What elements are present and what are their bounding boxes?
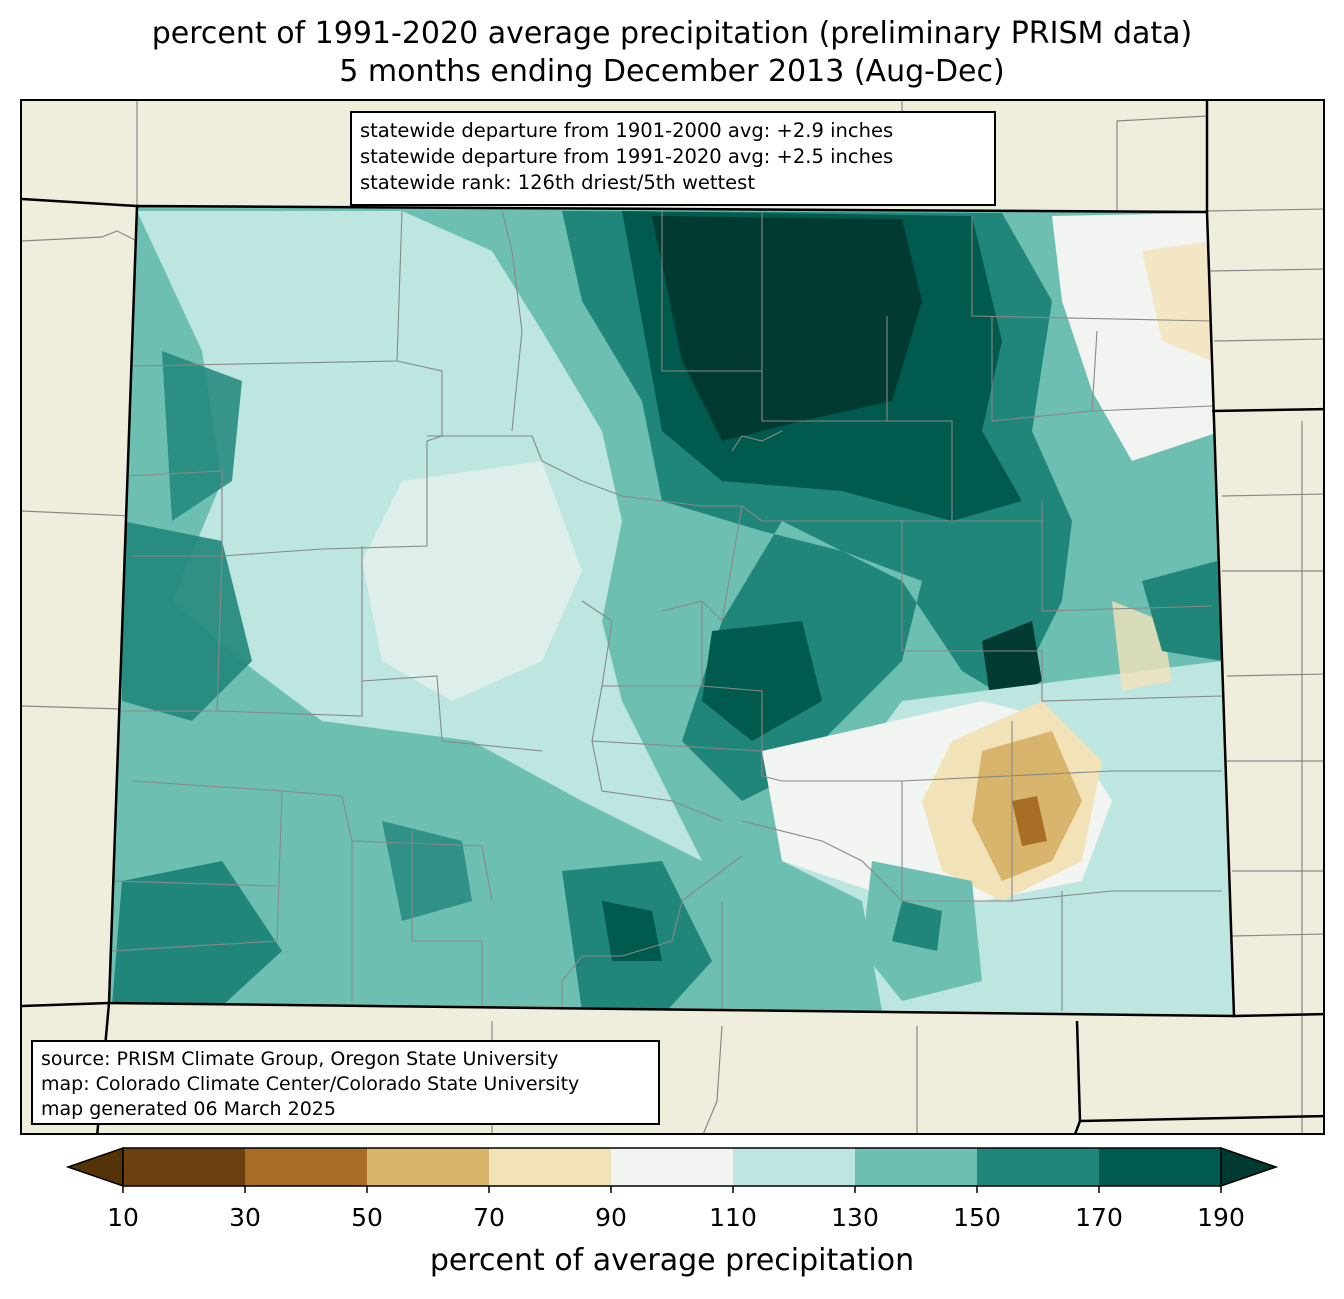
colorbar-tick-label: 30 xyxy=(229,1203,261,1232)
colorbar-segment xyxy=(123,1148,246,1186)
colorbar-segment xyxy=(245,1148,368,1186)
colorbar-segment xyxy=(489,1148,612,1186)
colorbar-tick-label: 130 xyxy=(831,1203,879,1232)
source-line: source: PRISM Climate Group, Oregon Stat… xyxy=(41,1048,559,1070)
colorbar-under-arrow xyxy=(65,1146,124,1188)
colorbar-segment xyxy=(367,1148,490,1186)
colorbar-segment xyxy=(733,1148,856,1186)
source-box: source: PRISM Climate Group, Oregon Stat… xyxy=(31,1040,660,1125)
colorbar-segment xyxy=(1099,1148,1222,1186)
neighbor-boundaries xyxy=(22,101,1323,1133)
colorbar-tick-label: 150 xyxy=(953,1203,1001,1232)
precipitation-field xyxy=(109,206,1234,1016)
colorbar-tick-label: 190 xyxy=(1197,1203,1245,1232)
map-generated-line: map generated 06 March 2025 xyxy=(41,1098,336,1120)
colorbar-tick-label: 70 xyxy=(473,1203,505,1232)
colorbar-tick-label: 10 xyxy=(107,1203,139,1232)
stats-line-1901-2000: statewide departure from 1901-2000 avg: … xyxy=(360,119,894,142)
colorbar-segment xyxy=(855,1148,978,1186)
map-credit-line: map: Colorado Climate Center/Colorado St… xyxy=(41,1073,580,1095)
colorbar-tick-label: 50 xyxy=(351,1203,383,1232)
colorbar-label: percent of average precipitation xyxy=(429,1243,915,1278)
map-title-line1: percent of 1991-2020 average precipitati… xyxy=(151,16,1193,51)
colorbar-tick-label: 170 xyxy=(1075,1203,1123,1232)
county-boundaries xyxy=(111,210,1223,1016)
colorbar-segment xyxy=(611,1148,734,1186)
colorbar-tick-label: 110 xyxy=(709,1203,757,1232)
colorbar-tick-label: 90 xyxy=(595,1203,627,1232)
statewide-stats-box: statewide departure from 1901-2000 avg: … xyxy=(350,111,996,206)
stats-line-rank: statewide rank: 126th driest/5th wettest xyxy=(360,171,755,194)
map-title-line2: 5 months ending December 2013 (Aug-Dec) xyxy=(339,54,1005,89)
colorbar-segment xyxy=(977,1148,1100,1186)
state-borders xyxy=(22,101,1323,1133)
colorbar-outline xyxy=(122,1147,1222,1187)
colorbar-over-arrow xyxy=(1220,1146,1279,1188)
colorbar xyxy=(65,1146,1279,1193)
precipitation-map xyxy=(20,99,1325,1135)
stats-line-1991-2020: statewide departure from 1991-2020 avg: … xyxy=(360,145,894,168)
map-canvas xyxy=(22,101,1323,1133)
